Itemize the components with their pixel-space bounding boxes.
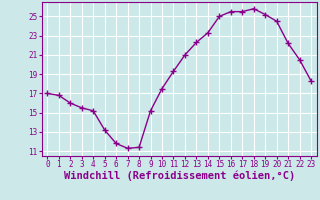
X-axis label: Windchill (Refroidissement éolien,°C): Windchill (Refroidissement éolien,°C) xyxy=(64,171,295,181)
